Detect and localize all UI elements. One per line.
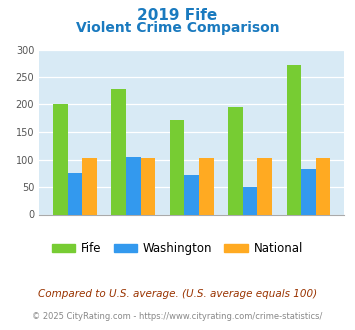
Bar	[141, 158, 155, 214]
Bar	[257, 158, 272, 214]
Bar	[286, 65, 301, 214]
Bar	[170, 120, 184, 214]
Text: Compared to U.S. average. (U.S. average equals 100): Compared to U.S. average. (U.S. average …	[38, 289, 317, 299]
Bar	[111, 88, 126, 214]
Bar	[184, 175, 199, 214]
Legend: Fife, Washington, National: Fife, Washington, National	[47, 237, 308, 260]
Bar	[228, 107, 243, 214]
Bar	[67, 173, 82, 214]
Bar	[126, 157, 141, 214]
Bar	[243, 187, 257, 214]
Text: Violent Crime Comparison: Violent Crime Comparison	[76, 21, 279, 35]
Bar	[316, 158, 331, 215]
Text: © 2025 CityRating.com - https://www.cityrating.com/crime-statistics/: © 2025 CityRating.com - https://www.city…	[32, 312, 323, 321]
Bar	[53, 105, 67, 214]
Bar	[199, 158, 214, 215]
Bar	[301, 169, 316, 214]
Bar	[82, 158, 97, 215]
Text: 2019 Fife: 2019 Fife	[137, 8, 218, 23]
